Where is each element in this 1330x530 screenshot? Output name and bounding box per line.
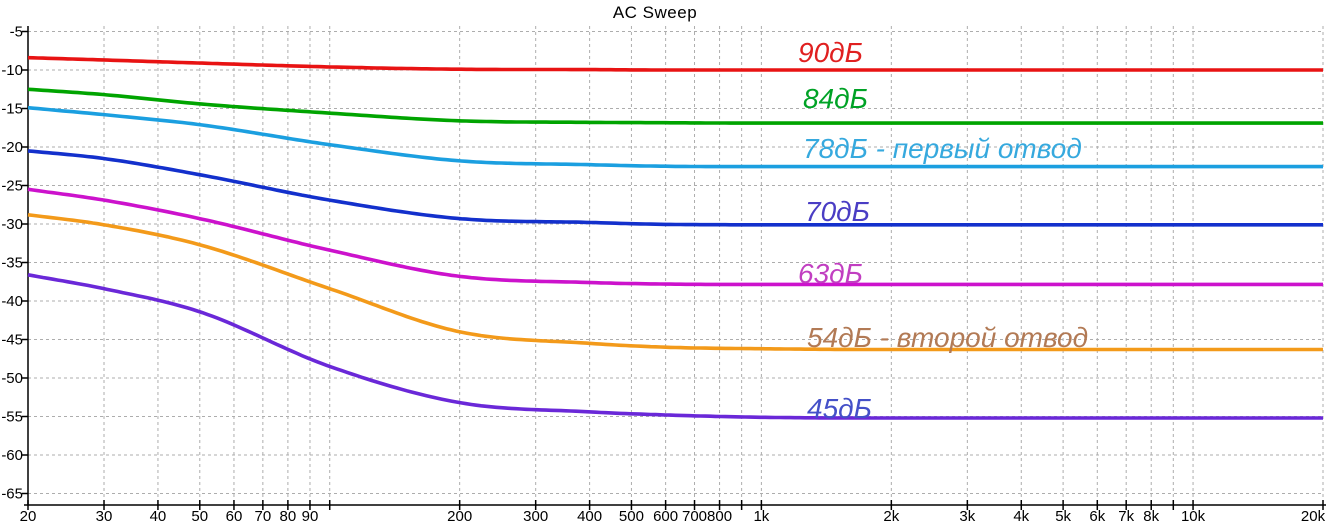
x-tick-label: 20 bbox=[20, 508, 37, 525]
x-tick-label: 60 bbox=[226, 508, 243, 525]
x-tick-label: 5k bbox=[1055, 508, 1071, 525]
x-tick-label: 8k bbox=[1143, 508, 1159, 525]
y-tick-label: -50 bbox=[1, 370, 23, 387]
x-tick-label: 30 bbox=[96, 508, 113, 525]
x-tick-label: 800 bbox=[707, 508, 732, 525]
x-tick-label: 400 bbox=[577, 508, 602, 525]
curve-45dB bbox=[27, 273, 1323, 420]
x-tick-label: 1k bbox=[753, 508, 769, 525]
curve-54dB-second-tap bbox=[27, 213, 1323, 352]
curve-label-54dB-second-tap: 54дБ - второй отвод bbox=[807, 322, 1088, 353]
x-tick-label: 500 bbox=[619, 508, 644, 525]
curve-label-45dB: 45дБ bbox=[807, 393, 872, 424]
x-tick-label: 80 bbox=[280, 508, 297, 525]
curve-63dB bbox=[27, 187, 1323, 287]
x-tick-label: 300 bbox=[523, 508, 548, 525]
curve-label-84dB: 84дБ bbox=[803, 83, 868, 114]
y-tick-label: -10 bbox=[1, 62, 23, 79]
y-tick-label: -60 bbox=[1, 447, 23, 464]
x-tick-label: 40 bbox=[150, 508, 167, 525]
y-tick-label: -20 bbox=[1, 139, 23, 156]
x-tick-label: 10k bbox=[1181, 508, 1206, 525]
curve-label-70dB: 70дБ bbox=[805, 196, 870, 227]
chart-title: AC Sweep bbox=[612, 3, 698, 22]
curve-90dB bbox=[27, 55, 1323, 72]
x-tick-label: 7k bbox=[1118, 508, 1134, 525]
y-tick-label: -25 bbox=[1, 178, 23, 195]
x-tick-label: 3k bbox=[959, 508, 975, 525]
y-tick-label: -55 bbox=[1, 409, 23, 426]
x-tick-label: 200 bbox=[447, 508, 472, 525]
x-tick-label: 50 bbox=[191, 508, 208, 525]
x-tick-label: 6k bbox=[1089, 508, 1105, 525]
y-tick-label: -40 bbox=[1, 293, 23, 310]
curve-84dB bbox=[27, 87, 1323, 125]
y-tick-label: -15 bbox=[1, 101, 23, 118]
curve-70dB bbox=[27, 149, 1323, 227]
x-tick-label: 20k bbox=[1301, 508, 1326, 525]
y-tick-label: -30 bbox=[1, 216, 23, 233]
curve-78dB-first-tap bbox=[27, 105, 1323, 169]
x-tick-label: 4k bbox=[1013, 508, 1029, 525]
x-tick-label: 700 bbox=[682, 508, 707, 525]
curve-label-90dB: 90дБ bbox=[798, 37, 863, 68]
x-tick-label: 600 bbox=[653, 508, 678, 525]
x-tick-label: 70 bbox=[255, 508, 272, 525]
y-tick-label: -65 bbox=[1, 486, 23, 503]
y-tick-label: -45 bbox=[1, 332, 23, 349]
curve-label-63dB: 63дБ bbox=[798, 258, 863, 289]
x-tick-label: 90 bbox=[302, 508, 319, 525]
x-tick-label: 2k bbox=[883, 508, 899, 525]
curve-label-78dB-first-tap: 78дБ - первый отвод bbox=[803, 133, 1082, 164]
y-tick-label: -35 bbox=[1, 255, 23, 272]
y-tick-label: -5 bbox=[10, 24, 23, 41]
